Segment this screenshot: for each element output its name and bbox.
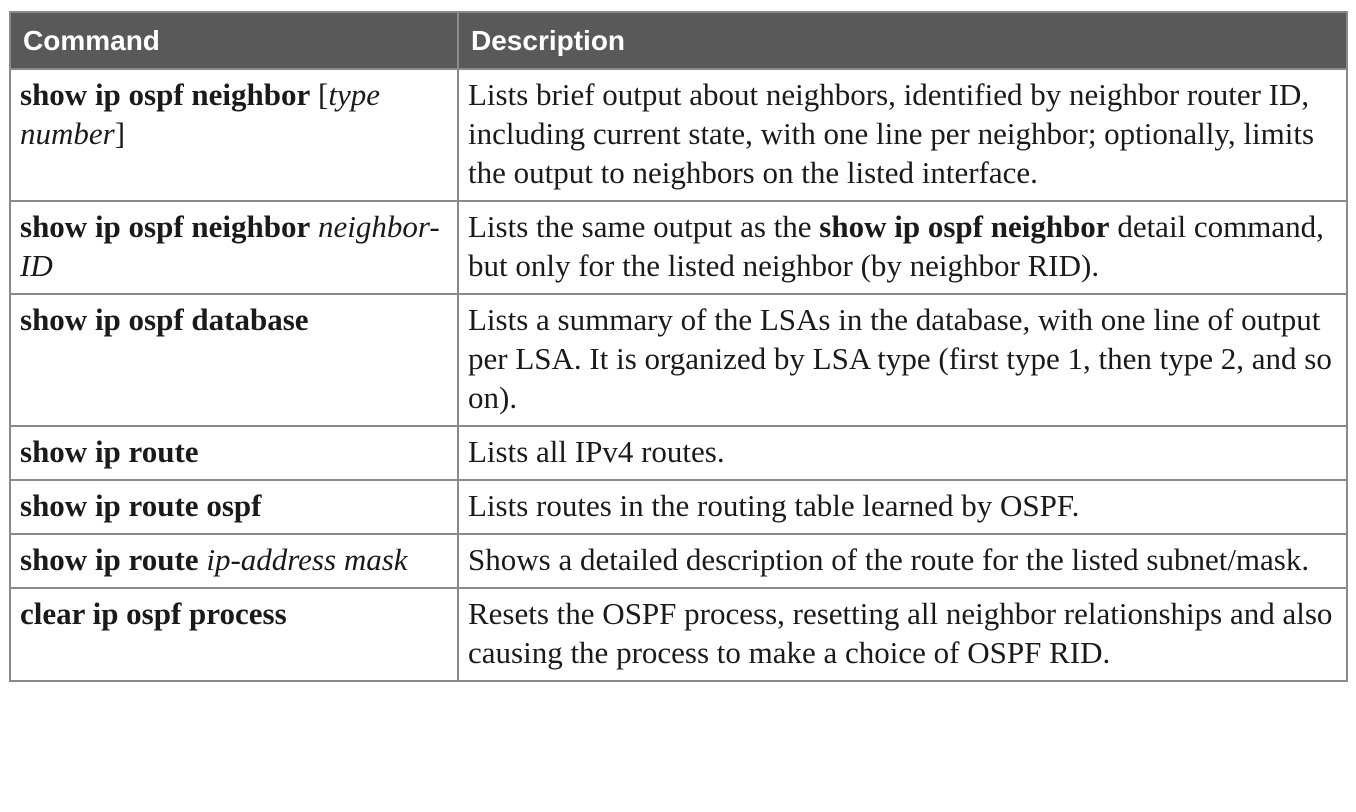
command-keyword: show ip ospf neighbor [20,77,311,112]
command-argument: ip-address mask [206,542,408,577]
description-text: detail command, but only for the listed … [468,209,1324,283]
command-keyword: show ip route [20,542,199,577]
description-cell: Lists a summary of the LSAs in the datab… [458,293,1346,426]
command-keyword: clear ip ospf process [20,596,287,631]
table-row: show ip route ospf Lists routes in the r… [11,479,1346,534]
table-row: show ip ospf neighbor neighbor-ID Lists … [11,200,1346,294]
table-row: show ip route Lists all IPv4 routes. [11,425,1346,480]
table-header-row: Command Description [11,13,1346,69]
command-argument: type number [20,77,380,151]
command-cell: show ip ospf database [11,293,459,426]
table-row: show ip ospf neighbor [type number] List… [11,68,1346,201]
table-row: show ip ospf database Lists a summary of… [11,293,1346,426]
description-cell: Lists brief output about neighbors, iden… [458,68,1346,201]
description-cell: Lists the same output as the show ip osp… [458,200,1346,294]
command-keyword: show ip ospf database [20,302,309,337]
command-cell: show ip route [11,425,459,480]
ospf-command-table: Command Description show ip ospf neighbo… [11,13,1346,680]
description-text: Lists the same output as the [468,209,820,244]
description-cell: Resets the OSPF process, resetting all n… [458,587,1346,680]
command-cell: show ip route ospf [11,479,459,534]
description-cell: Lists routes in the routing table learne… [458,479,1346,534]
command-bracket-close: ] [114,116,126,151]
description-command-ref: show ip ospf neighbor [819,209,1110,244]
command-column-header: Command [11,13,459,69]
command-cell: clear ip ospf process [11,587,459,680]
table-row: show ip route ip-address mask Shows a de… [11,533,1346,588]
command-table-container: Command Description show ip ospf neighbo… [9,11,1348,682]
command-keyword: show ip route ospf [20,488,262,523]
description-column-header: Description [458,13,1346,69]
description-cell: Shows a detailed description of the rout… [458,533,1346,588]
command-argument: neighbor-ID [20,209,440,283]
command-keyword: show ip route [20,434,199,469]
command-bracket-open: [ [310,77,329,112]
command-cell: show ip route ip-address mask [11,533,459,588]
command-keyword: show ip ospf neighbor [20,209,311,244]
description-cell: Lists all IPv4 routes. [458,425,1346,480]
command-cell: show ip ospf neighbor neighbor-ID [11,200,459,294]
table-row: clear ip ospf process Resets the OSPF pr… [11,587,1346,680]
command-cell: show ip ospf neighbor [type number] [11,68,459,201]
